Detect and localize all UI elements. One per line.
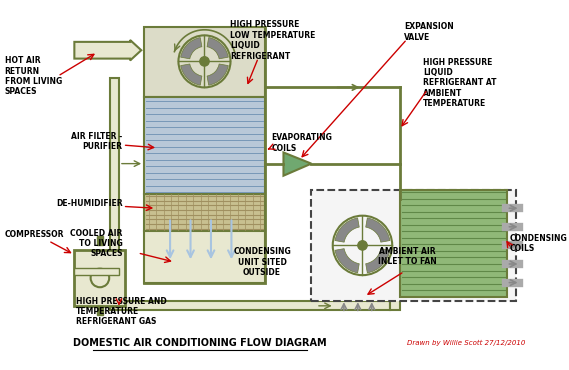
- Bar: [144, 232, 265, 283]
- Bar: [110, 78, 119, 310]
- Text: HIGH PRESSURE
LIQUID
REFRIGERANT AT
AMBIENT
TEMPERATURE: HIGH PRESSURE LIQUID REFRIGERANT AT AMBI…: [423, 58, 496, 108]
- Wedge shape: [207, 38, 228, 59]
- Text: AIR FILTER -
PURIFIER: AIR FILTER - PURIFIER: [72, 132, 123, 151]
- Circle shape: [200, 57, 209, 66]
- Bar: [110, 301, 390, 310]
- Bar: [75, 268, 119, 275]
- Bar: [97, 306, 102, 315]
- Text: AMBIENT AIR
INLET TO FAN: AMBIENT AIR INLET TO FAN: [378, 247, 436, 266]
- Bar: [399, 190, 506, 296]
- Text: CONDENSING
COILS: CONDENSING COILS: [509, 234, 567, 253]
- Wedge shape: [181, 38, 202, 59]
- Text: HIGH PRESSURE
LOW TEMPERATURE
LIQUID
REFRIGERANT: HIGH PRESSURE LOW TEMPERATURE LIQUID REF…: [230, 20, 316, 61]
- Wedge shape: [207, 64, 228, 85]
- Text: Drawn by Willie Scott 27/12/2010: Drawn by Willie Scott 27/12/2010: [407, 340, 525, 346]
- Text: HIGH PRESSURE AND
TEMPERATURE
REFRIGERANT GAS: HIGH PRESSURE AND TEMPERATURE REFRIGERAN…: [76, 296, 167, 326]
- Text: DE-HUMIDIFIER: DE-HUMIDIFIER: [56, 199, 123, 208]
- Text: COMPRESSOR: COMPRESSOR: [5, 230, 64, 239]
- Bar: [144, 27, 265, 97]
- Text: EVAPORATING
COILS: EVAPORATING COILS: [271, 134, 332, 153]
- Text: COOLED AIR
TO LIVING
SPACES: COOLED AIR TO LIVING SPACES: [71, 229, 123, 259]
- Bar: [144, 194, 265, 232]
- Circle shape: [358, 241, 367, 250]
- Wedge shape: [335, 249, 359, 273]
- Wedge shape: [366, 249, 390, 273]
- Bar: [75, 250, 126, 306]
- Text: HOT AIR
RETURN
FROM LIVING
SPACES: HOT AIR RETURN FROM LIVING SPACES: [5, 56, 62, 96]
- Wedge shape: [181, 64, 202, 85]
- Bar: [144, 27, 265, 283]
- Bar: [144, 97, 265, 194]
- Wedge shape: [335, 218, 359, 242]
- Text: EXPANSION
VALVE: EXPANSION VALVE: [405, 22, 454, 42]
- Text: DOMESTIC AIR CONDITIONING FLOW DIAGRAM: DOMESTIC AIR CONDITIONING FLOW DIAGRAM: [73, 338, 327, 348]
- FancyArrow shape: [75, 40, 141, 60]
- Wedge shape: [366, 218, 390, 242]
- Text: CONDENSING
UNIT SITED
OUTSIDE: CONDENSING UNIT SITED OUTSIDE: [233, 247, 291, 277]
- Bar: [311, 190, 516, 301]
- Bar: [390, 199, 399, 310]
- Polygon shape: [283, 152, 311, 176]
- Bar: [97, 236, 102, 245]
